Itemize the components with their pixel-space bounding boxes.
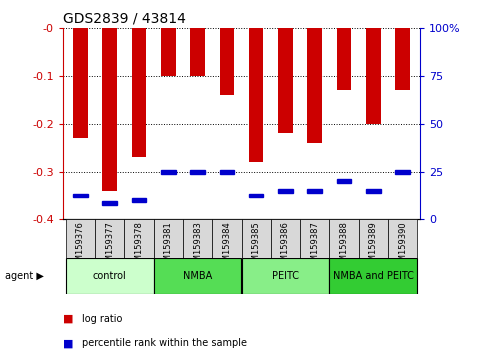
Text: GSM159388: GSM159388 [340, 222, 349, 272]
Text: GDS2839 / 43814: GDS2839 / 43814 [63, 12, 185, 26]
Bar [395, 28, 410, 91]
FancyBboxPatch shape [95, 219, 124, 258]
FancyBboxPatch shape [242, 219, 271, 258]
Bar [161, 170, 176, 173]
Bar [154, 258, 242, 294]
Bar [337, 179, 351, 183]
Bar [73, 28, 88, 138]
Bar [102, 28, 117, 191]
Text: control: control [93, 271, 127, 281]
Text: GSM159386: GSM159386 [281, 222, 290, 272]
Bar [278, 28, 293, 133]
Text: NMBA and PEITC: NMBA and PEITC [333, 271, 414, 281]
FancyBboxPatch shape [154, 219, 183, 258]
Bar [329, 258, 417, 294]
Bar [395, 170, 410, 173]
Bar [337, 28, 351, 91]
Bar [66, 258, 154, 294]
Bar [278, 189, 293, 193]
FancyBboxPatch shape [183, 219, 212, 258]
Bar [132, 28, 146, 157]
Bar [307, 189, 322, 193]
Bar [73, 194, 88, 198]
FancyBboxPatch shape [359, 219, 388, 258]
Text: PEITC: PEITC [272, 271, 299, 281]
FancyBboxPatch shape [124, 219, 154, 258]
Text: GSM159385: GSM159385 [252, 222, 261, 272]
Bar [366, 189, 381, 193]
Bar [220, 170, 234, 173]
Text: ■: ■ [63, 314, 73, 324]
Bar [190, 170, 205, 173]
Bar [190, 28, 205, 76]
Bar [366, 28, 381, 124]
Bar [132, 199, 146, 202]
Bar [242, 258, 329, 294]
Bar [249, 28, 263, 162]
FancyBboxPatch shape [329, 219, 359, 258]
FancyBboxPatch shape [300, 219, 329, 258]
Text: GSM159378: GSM159378 [134, 222, 143, 272]
Bar [220, 28, 234, 95]
Text: percentile rank within the sample: percentile rank within the sample [82, 338, 247, 348]
Text: GSM159384: GSM159384 [222, 222, 231, 272]
FancyBboxPatch shape [388, 219, 417, 258]
Text: NMBA: NMBA [183, 271, 212, 281]
Text: GSM159376: GSM159376 [76, 222, 85, 272]
Bar [102, 201, 117, 205]
Bar [249, 194, 263, 198]
FancyBboxPatch shape [212, 219, 242, 258]
Text: GSM159389: GSM159389 [369, 222, 378, 272]
FancyBboxPatch shape [271, 219, 300, 258]
Bar [307, 28, 322, 143]
Text: GSM159387: GSM159387 [310, 222, 319, 272]
Text: log ratio: log ratio [82, 314, 123, 324]
Text: agent ▶: agent ▶ [5, 271, 43, 281]
Text: GSM159377: GSM159377 [105, 222, 114, 272]
Text: GSM159383: GSM159383 [193, 222, 202, 272]
FancyBboxPatch shape [66, 219, 95, 258]
Text: GSM159381: GSM159381 [164, 222, 173, 272]
Bar [161, 28, 176, 76]
Text: ■: ■ [63, 338, 73, 348]
Text: GSM159390: GSM159390 [398, 222, 407, 272]
